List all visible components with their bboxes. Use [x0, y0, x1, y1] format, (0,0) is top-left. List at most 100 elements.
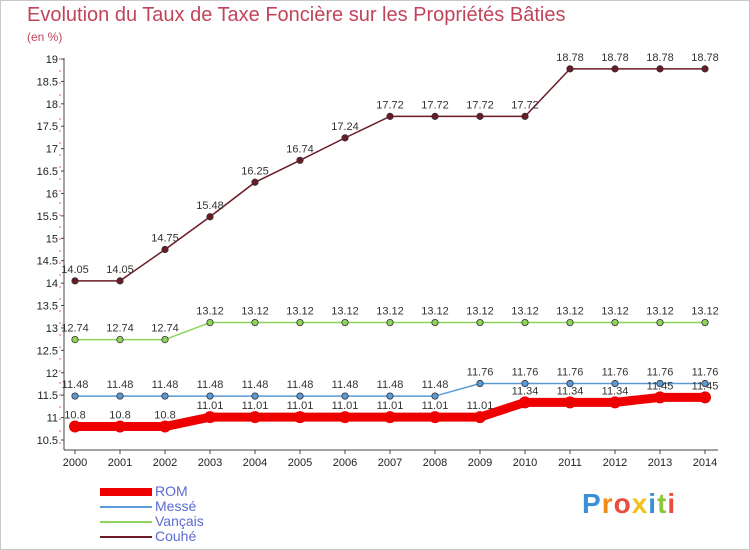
x-tick-label: 2014: [693, 457, 717, 469]
data-point-couhe: [431, 112, 439, 120]
y-tick-label: 15: [46, 233, 58, 245]
y-tick-label: 19: [46, 54, 58, 66]
data-point-rom: [159, 420, 171, 433]
data-point-couhe: [161, 245, 169, 254]
data-point-messe: [116, 392, 124, 400]
data-point-messe: [161, 392, 169, 400]
x-tick-label: 2013: [648, 457, 672, 469]
data-labels: 14.05 14.05 14.75 15.48 16.25 16.74 17.24 17.72…: [61, 52, 719, 422]
data-point-vancais: [71, 335, 79, 344]
legend-label-rom: ROM: [155, 483, 188, 499]
data-label-vancais: 13.12: [241, 306, 269, 318]
data-label-couhe: 14.75: [151, 233, 179, 245]
data-label-messe: 11.48: [332, 379, 359, 391]
data-point-vancais: [521, 318, 529, 327]
data-label-messe: 11.48: [197, 379, 224, 391]
logo-letter: r: [601, 488, 614, 519]
data-label-rom: 11.01: [467, 400, 494, 412]
data-point-rom: [249, 411, 261, 424]
data-label-messe: 11.48: [152, 379, 179, 391]
y-tick-label: 16.5: [37, 166, 58, 178]
data-point-vancais: [431, 318, 439, 327]
data-label-vancais: 13.12: [421, 306, 449, 318]
y-tick-label: 14: [46, 278, 58, 290]
data-point-vancais: [161, 335, 169, 344]
y-tick-label: 10.5: [37, 435, 58, 447]
x-tick-label: 2004: [243, 457, 267, 469]
data-label-vancais: 13.12: [466, 306, 494, 318]
data-label-vancais: 13.12: [331, 306, 359, 318]
data-label-couhe: 17.72: [421, 99, 449, 111]
data-label-couhe: 17.24: [331, 121, 359, 133]
legend-swatch-vancais: [100, 521, 152, 523]
data-point-couhe: [566, 65, 574, 73]
logo-letter: x: [631, 488, 649, 519]
data-point-rom: [519, 396, 531, 409]
data-point-couhe: [521, 112, 529, 120]
data-point-messe: [611, 379, 619, 388]
logo-letter: i: [667, 488, 677, 519]
data-point-rom: [204, 411, 216, 424]
y-tick-label: 17.5: [37, 121, 58, 133]
data-point-vancais: [656, 318, 664, 327]
y-tick-label: 16: [46, 188, 58, 200]
data-label-couhe: 18.78: [691, 52, 719, 64]
data-point-messe: [206, 392, 214, 400]
data-label-vancais: 13.12: [691, 306, 719, 318]
unit-label: (en %): [27, 30, 63, 44]
data-label-vancais: 12.74: [106, 323, 134, 335]
data-label-messe: 11.48: [107, 379, 134, 391]
series-layer: [69, 65, 711, 433]
data-point-couhe: [296, 156, 304, 164]
x-tick-label: 2008: [423, 457, 447, 469]
data-label-messe: 11.48: [242, 379, 269, 391]
y-tick-label: 14.5: [37, 256, 58, 268]
data-point-messe: [341, 392, 349, 400]
data-point-couhe: [341, 134, 349, 142]
data-label-rom: 11.34: [512, 385, 539, 397]
data-label-messe: 11.76: [647, 367, 674, 379]
chart-axes: [59, 58, 718, 451]
data-point-rom: [69, 420, 81, 433]
proxiti-logo: Proxiti: [582, 488, 676, 520]
x-tick-label: 2005: [288, 457, 312, 469]
logo-letter: o: [613, 488, 632, 519]
data-point-rom: [429, 411, 441, 424]
logo-letter: t: [657, 488, 668, 519]
data-label-vancais: 13.12: [646, 306, 674, 318]
data-point-vancais: [251, 318, 259, 327]
data-label-rom: 10.8: [109, 410, 130, 422]
data-label-couhe: 17.72: [466, 99, 494, 111]
legend-swatch-couhe: [100, 536, 152, 538]
data-point-vancais: [701, 318, 709, 327]
series-vancais: [71, 318, 709, 344]
series-messe: [71, 379, 709, 400]
data-label-messe: 11.48: [287, 379, 314, 391]
data-label-rom: 11.34: [602, 385, 629, 397]
line-chart: 10.5 11 11.5 12 12.5 13 13.5 14 14.5 15 15.5 16 16.5…: [37, 52, 719, 469]
data-point-couhe: [251, 178, 259, 186]
series-couhe: [71, 65, 709, 285]
data-point-vancais: [341, 318, 349, 327]
y-tick-label: 11.5: [37, 390, 58, 402]
y-tick-label: 18: [46, 99, 58, 111]
data-label-messe: 11.76: [512, 367, 539, 379]
y-axis-ticks: 10.5 11 11.5 12 12.5 13 13.5 14 14.5 15 15.5 16 16.5…: [37, 54, 64, 447]
x-tick-label: 2000: [63, 457, 87, 469]
data-point-couhe: [701, 65, 709, 73]
data-label-messe: 11.48: [62, 379, 89, 391]
data-point-messe: [251, 392, 259, 400]
data-label-rom: 10.8: [154, 410, 175, 422]
data-point-rom: [339, 411, 351, 424]
data-label-rom: 11.45: [647, 380, 674, 392]
data-point-rom: [564, 396, 576, 409]
data-point-vancais: [476, 318, 484, 327]
x-tick-label: 2001: [108, 457, 132, 469]
data-label-messe: 11.48: [377, 379, 404, 391]
y-tick-label: 18.5: [37, 76, 58, 88]
data-point-messe: [71, 392, 79, 400]
data-point-vancais: [116, 335, 124, 344]
y-tick-label: 13.5: [37, 301, 58, 313]
data-label-vancais: 13.12: [286, 306, 314, 318]
